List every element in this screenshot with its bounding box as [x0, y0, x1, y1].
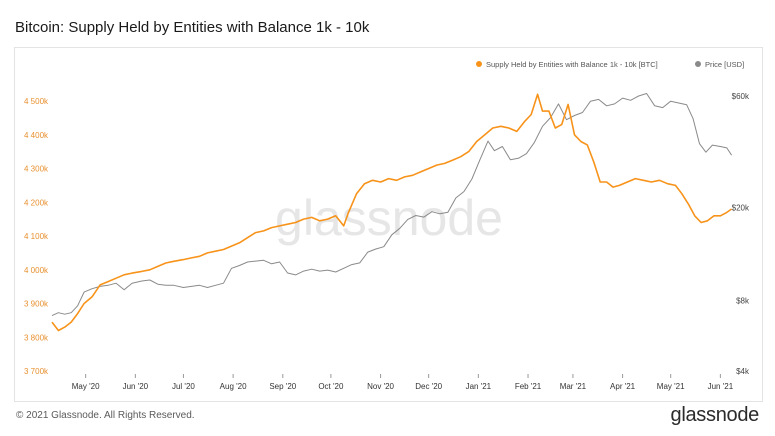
copyright-text: © 2021 Glassnode. All Rights Reserved.: [16, 410, 195, 421]
chart-title: Bitcoin: Supply Held by Entities with Ba…: [15, 19, 370, 36]
y-right-tick-label: $20k: [732, 204, 750, 213]
x-tick-label: Apr '21: [610, 382, 636, 391]
legend-label-supply: Supply Held by Entities with Balance 1k …: [486, 60, 658, 69]
legend-swatch-price: [695, 61, 701, 67]
x-tick-label: Dec '20: [415, 382, 442, 391]
y-left-tick-label: 4 300k: [24, 165, 49, 174]
x-tick-label: Sep '20: [269, 382, 296, 391]
glassnode-logo[interactable]: glassnode: [670, 404, 760, 426]
y-left-tick-label: 4 400k: [24, 131, 49, 140]
y-right-tick-label: $4k: [736, 367, 750, 376]
x-tick-label: Jun '20: [123, 382, 149, 391]
x-tick-label: Jan '21: [466, 382, 492, 391]
legend-swatch-supply: [476, 61, 482, 67]
y-right-tick-label: $60k: [732, 92, 750, 101]
chart-panel: [14, 47, 763, 402]
y-left-tick-label: 4 200k: [24, 198, 49, 207]
x-tick-label: May '21: [657, 382, 685, 391]
y-left-tick-label: 3 700k: [24, 367, 49, 376]
x-tick-label: Jul '20: [172, 382, 195, 391]
y-left-tick-label: 3 800k: [24, 333, 49, 342]
y-left-tick-label: 4 100k: [24, 232, 49, 241]
x-tick-label: May '20: [72, 382, 100, 391]
y-left-tick-label: 3 900k: [24, 300, 49, 309]
price-series-line: [51, 93, 733, 317]
legend-label-price: Price [USD]: [705, 60, 744, 69]
x-tick-label: Feb '21: [515, 382, 542, 391]
supply-series-line: [51, 93, 733, 332]
y-right-tick-label: $8k: [736, 297, 750, 306]
x-tick-label: Mar '21: [560, 382, 587, 391]
chart-legend: Supply Held by Entities with Balance 1k …: [476, 60, 744, 69]
x-tick-label: Oct '20: [318, 382, 344, 391]
x-tick-label: Jun '21: [708, 382, 734, 391]
y-left-tick-label: 4 500k: [24, 97, 49, 106]
x-tick-label: Aug '20: [220, 382, 247, 391]
y-left-tick-label: 4 000k: [24, 266, 49, 275]
x-tick-label: Nov '20: [367, 382, 394, 391]
